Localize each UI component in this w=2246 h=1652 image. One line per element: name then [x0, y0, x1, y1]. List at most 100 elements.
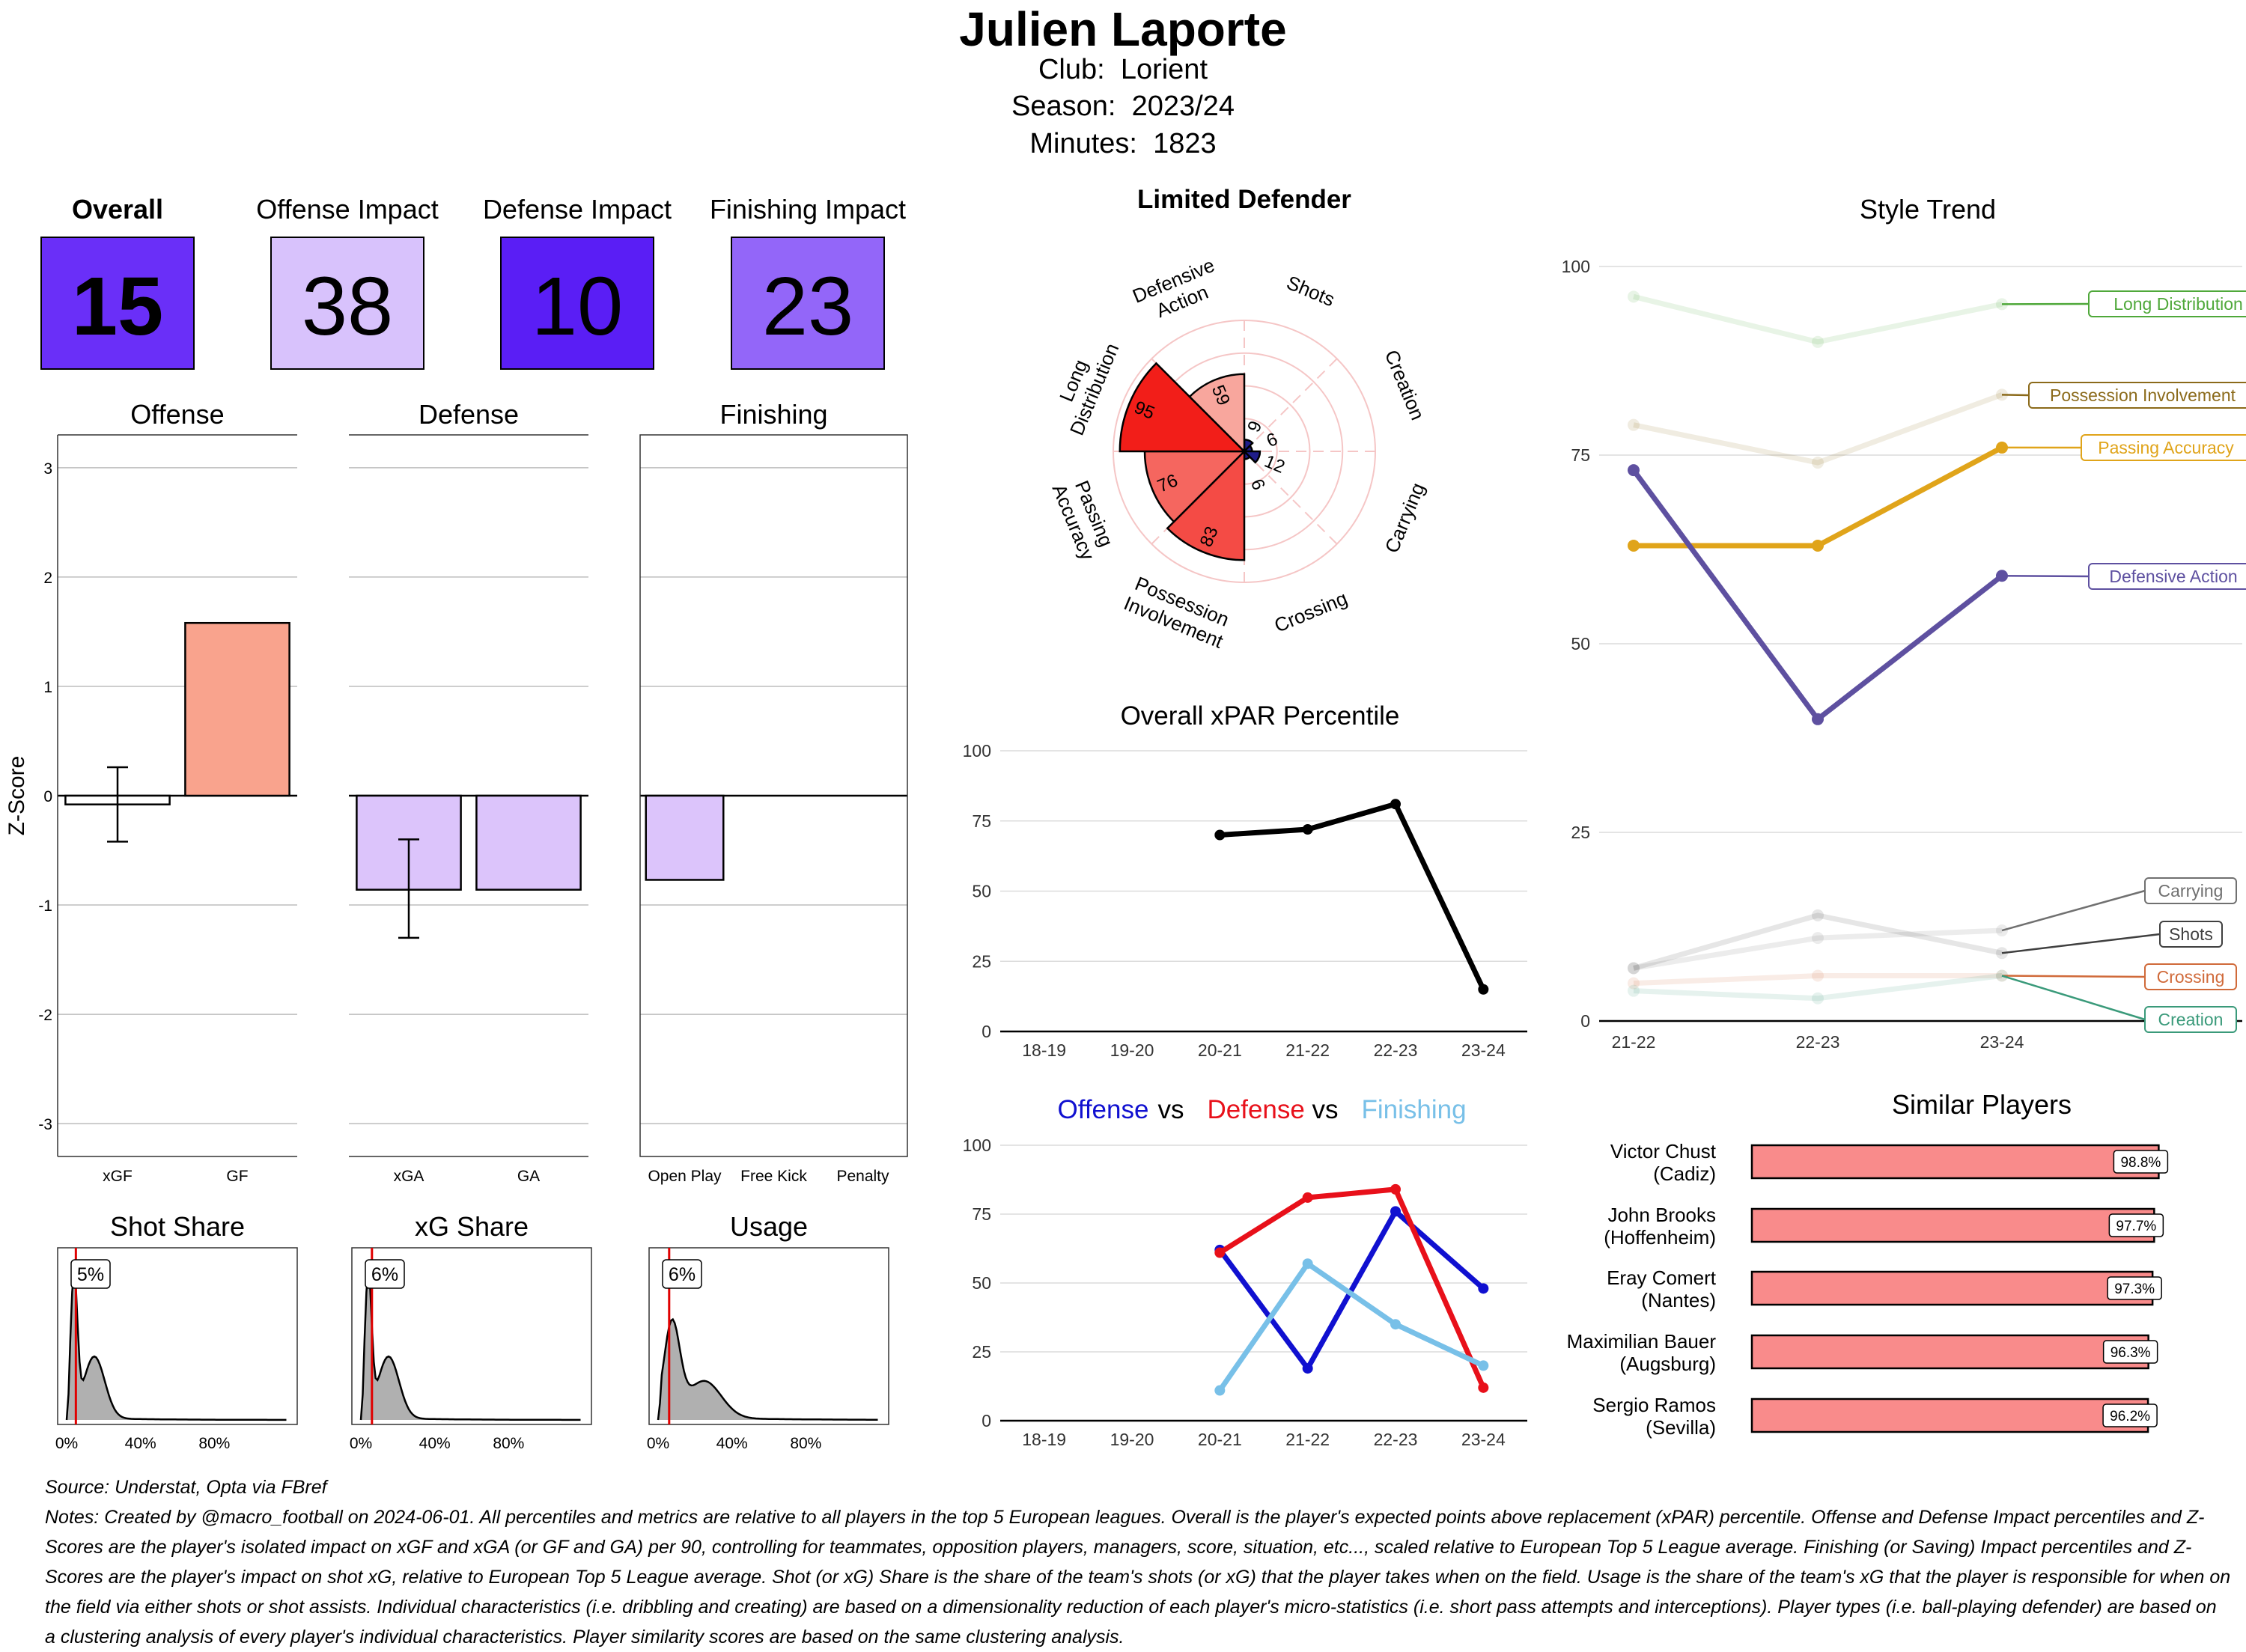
z-xtick-label-penalty: Penalty — [836, 1168, 889, 1185]
ovd-point-finishing — [1390, 1319, 1401, 1329]
style-leader-shots — [2002, 934, 2160, 953]
xpar-point-xpar — [1390, 799, 1401, 809]
ovd-point-offense — [1303, 1363, 1313, 1374]
xpar-xtick-label-18-19: 18-19 — [1022, 1040, 1066, 1060]
xpar-title: Overall xPAR Percentile — [1121, 701, 1400, 731]
similar-bar-victor-chust-cadiz — [1752, 1145, 2158, 1178]
radar-axis-label-shots: Shots — [1283, 271, 1338, 311]
ovd-title-defense: Defense — [1208, 1095, 1305, 1124]
dist-xtick-label: 40% — [125, 1435, 156, 1452]
style-point-crossing — [1812, 970, 1824, 982]
ovd-point-defense — [1390, 1184, 1401, 1195]
dist-title-shot-share: Shot Share — [110, 1211, 245, 1242]
style-ytick-label-25: 25 — [1571, 823, 1590, 842]
ovd-point-offense — [1478, 1283, 1488, 1293]
tile-value-defense-impact: 10 — [532, 260, 623, 353]
ovd-point-finishing — [1214, 1386, 1225, 1396]
tile-value-overall: 15 — [72, 260, 163, 353]
dist-xtick-label: 0% — [55, 1435, 78, 1452]
z-ytick-label-0: 0 — [43, 788, 52, 805]
style-point-passing-accuracy — [1812, 540, 1824, 552]
radar-axis-label-crossing: Crossing — [1271, 587, 1351, 637]
style-leader-carrying — [2002, 891, 2145, 930]
ovd-title-vs: vs — [1312, 1095, 1339, 1124]
radar-value-label-crossing: 6 — [1247, 476, 1269, 493]
style-point-long-distribution — [1812, 336, 1824, 348]
z-xtick-label-open-play: Open Play — [648, 1168, 722, 1185]
similar-title: Similar Players — [1892, 1089, 2072, 1120]
z-bar-ga — [476, 796, 580, 890]
style-point-creation — [1628, 985, 1640, 997]
ovd-ytick-label-50: 50 — [972, 1273, 991, 1293]
similar-value-label-john-brooks-hoffenheim: 97.7% — [2116, 1219, 2156, 1234]
z-xtick-label-gf: GF — [226, 1168, 248, 1185]
style-point-carrying — [1812, 932, 1824, 944]
xpar-point-xpar — [1303, 824, 1313, 835]
z-xtick-label-ga: GA — [517, 1168, 540, 1185]
z-bar-gf — [185, 623, 289, 796]
style-label-shots: Shots — [2169, 924, 2213, 944]
xpar-point-xpar — [1214, 830, 1225, 841]
ovd-xtick-label-22-23: 22-23 — [1374, 1430, 1418, 1449]
radar-value-label-creation: 6 — [1264, 429, 1281, 451]
style-label-possession-involvement: Possession Involvement — [2050, 385, 2236, 405]
radar-axis-label-carrying: Carrying — [1381, 480, 1429, 556]
z-ytick-label-2: 2 — [43, 570, 52, 587]
style-point-creation — [1812, 993, 1824, 1005]
radar-title: Limited Defender — [1137, 185, 1351, 214]
ovd-point-finishing — [1303, 1258, 1313, 1269]
radar-axis-label-possession-involvement: PossessionInvolvement — [1121, 571, 1235, 653]
style-label-crossing: Crossing — [2157, 967, 2225, 987]
similar-value-label-victor-chust-cadiz: 98.8% — [2120, 1155, 2161, 1171]
xpar-xtick-label-23-24: 23-24 — [1461, 1040, 1506, 1060]
tile-label-defense-impact: Defense Impact — [483, 194, 672, 225]
z-ytick-label-3: 3 — [43, 460, 52, 478]
ovd-point-finishing — [1478, 1360, 1488, 1371]
radar-axis-label-passing-accuracy: PassingAccuracy — [1048, 472, 1120, 564]
style-point-shots — [1628, 962, 1640, 974]
style-xtick-label-21-22: 21-22 — [1612, 1032, 1656, 1052]
tile-value-offense-impact: 38 — [302, 260, 393, 353]
ovd-xtick-label-23-24: 23-24 — [1461, 1430, 1506, 1449]
ovd-ytick-label-75: 75 — [972, 1204, 991, 1224]
source-note: Source: Understat, Opta via FBref — [45, 1472, 2231, 1502]
style-line-long-distribution — [1634, 296, 2002, 341]
style-xtick-label-23-24: 23-24 — [1980, 1032, 2024, 1052]
similar-bar-john-brooks-hoffenheim — [1752, 1209, 2154, 1242]
z-ytick-label--2: -2 — [38, 1007, 52, 1024]
style-point-possession-involvement — [1628, 419, 1640, 431]
style-ytick-label-100: 100 — [1562, 257, 1590, 276]
style-label-passing-accuracy: Passing Accuracy — [2098, 438, 2234, 457]
radar-value-label-carrying: 12 — [1262, 451, 1288, 478]
radar-axis-label-creation: Creation — [1381, 347, 1429, 423]
dist-title-xg-share: xG Share — [415, 1211, 529, 1242]
similar-bar-sergio-ramos-sevilla — [1752, 1399, 2148, 1432]
z-panel-title-offense: Offense — [130, 399, 224, 430]
xpar-ytick-label-25: 25 — [972, 951, 991, 971]
tile-label-overall: Overall — [72, 194, 163, 225]
xpar-xtick-label-20-21: 20-21 — [1198, 1040, 1242, 1060]
style-ytick-label-50: 50 — [1571, 634, 1590, 653]
footer-notes: Source: Understat, Opta via FBref Notes:… — [45, 1472, 2231, 1652]
z-xtick-label-xga: xGA — [394, 1168, 424, 1185]
dist-title-usage: Usage — [730, 1211, 808, 1242]
dist-xtick-label: 0% — [647, 1435, 669, 1452]
radar-axis-label-long-distribution: LongDistribution — [1044, 332, 1123, 439]
notes-text: Notes: Created by @macro_football on 202… — [45, 1502, 2231, 1652]
style-point-possession-involvement — [1812, 457, 1824, 469]
z-panel-title-defense: Defense — [419, 399, 519, 430]
dist-xtick-label: 80% — [198, 1435, 230, 1452]
xpar-xtick-label-19-20: 19-20 — [1110, 1040, 1154, 1060]
ovd-title-vs: vs — [1158, 1095, 1184, 1124]
dist-badge-label-xg-share: 6% — [371, 1264, 398, 1285]
similar-player-john-brooks-hoffenheim: John Brooks(Hoffenheim) — [1604, 1204, 1716, 1249]
style-point-shots — [1812, 909, 1824, 921]
ovd-title-offense: Offense — [1058, 1095, 1149, 1124]
z-bar-open-play — [646, 796, 724, 880]
style-line-possession-involvement — [1634, 394, 2002, 463]
tile-value-finishing-impact: 23 — [762, 260, 853, 353]
xpar-ytick-label-75: 75 — [972, 811, 991, 831]
ovd-xtick-label-19-20: 19-20 — [1110, 1430, 1154, 1449]
